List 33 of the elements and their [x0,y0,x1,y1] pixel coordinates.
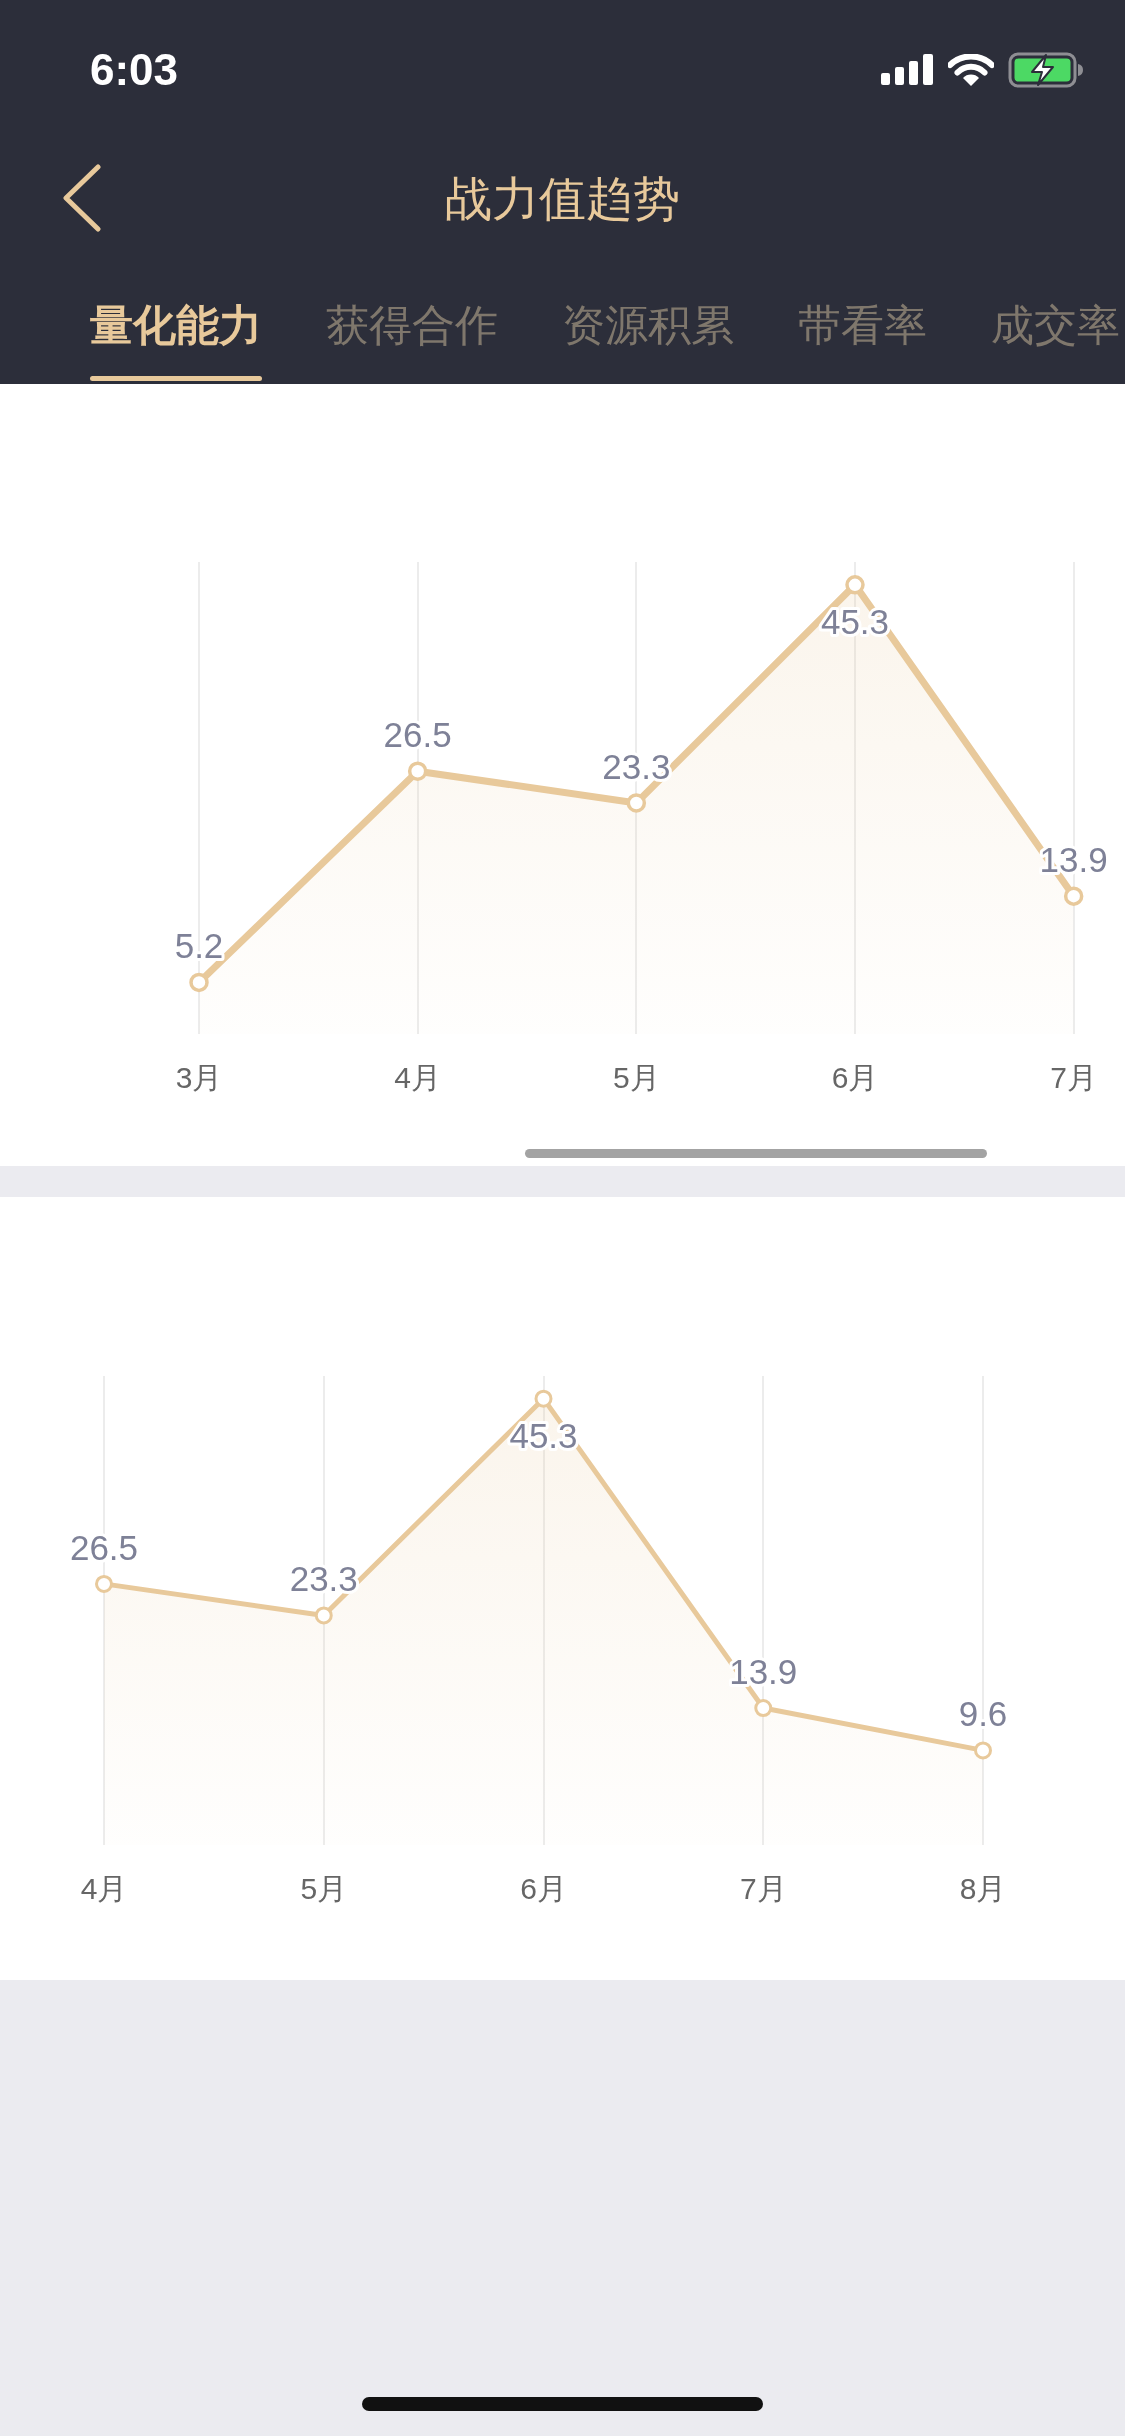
data-label: 23.3 [289,1559,358,1599]
point [974,1741,992,1760]
point [189,972,209,993]
x-tick-label: 8月 [959,1872,1007,1906]
x-tick-label: 6月 [520,1872,567,1906]
x-tick-label: 6月 [831,1061,879,1095]
point [845,575,865,595]
point [1063,886,1084,906]
data-label: 26.5 [69,1527,139,1567]
point [534,1389,553,1408]
data-label: 9.6 [958,1694,1008,1734]
point [626,793,647,813]
point [407,761,428,781]
x-tick-label: 7月 [1050,1061,1097,1095]
data-label: 26.5 [383,714,452,754]
data-label: 23.3 [602,746,671,786]
text: 6:03 [90,44,179,96]
x-tick-label: 4月 [80,1872,128,1906]
x-tick-label: 5月 [612,1061,660,1095]
x-tick-label: 5月 [300,1872,348,1906]
chart-title: 战力值趋势 [444,171,681,227]
x-tick-label: 7月 [739,1872,787,1906]
text: 获得合作 [326,300,498,351]
point [314,1606,333,1625]
text: 带看率 [798,300,927,351]
point [95,1574,113,1593]
data-label: 5.2 [174,926,224,966]
x-tick-label: 3月 [175,1061,223,1095]
x-tick-label: 4月 [394,1061,442,1095]
point [754,1699,773,1718]
text: 成交率 [991,300,1120,351]
text: 资源积累 [562,300,734,351]
text: 量化能力 [90,300,262,351]
